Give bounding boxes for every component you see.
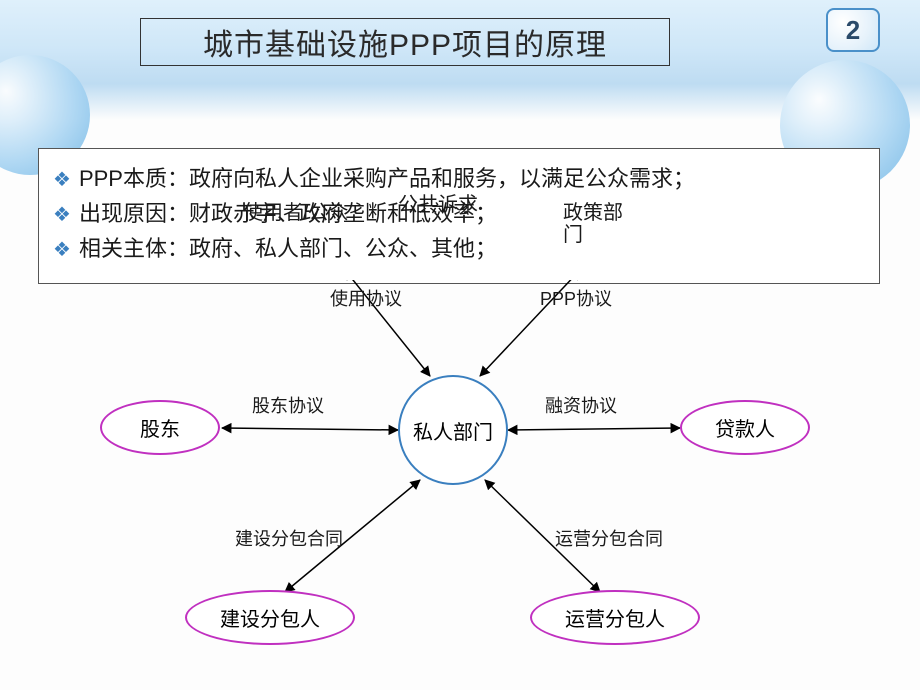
- node-label: 运营分包人: [565, 603, 665, 632]
- bullet-marker-icon: ❖: [53, 164, 71, 196]
- bullets-box: ❖ PPP本质：政府向私人企业采购产品和服务，以满足公众需求； ❖ 出现原因：财…: [38, 148, 880, 284]
- node-label: 建设分包人: [220, 603, 320, 632]
- node-label: 私人部门: [413, 416, 493, 445]
- title-box: 城市基础设施PPP项目的原理: [140, 18, 670, 66]
- edge-label: 股东协议: [252, 392, 324, 418]
- node-label: 股东: [140, 413, 180, 442]
- node-private-sector: 私人部门: [398, 375, 508, 485]
- node-shareholder: 股东: [100, 400, 220, 455]
- slide-title: 城市基础设施PPP项目的原理: [203, 20, 607, 64]
- bullet-marker-icon: ❖: [53, 199, 71, 231]
- edge-label: 建设分包合同: [235, 525, 343, 551]
- bullet-text: 出现原因：财政赤字、政府垄断和低效率；: [79, 196, 497, 231]
- node-lender: 贷款人: [680, 400, 810, 455]
- node-construction: 建设分包人: [185, 590, 355, 645]
- bullet-text: PPP本质：政府向私人企业采购产品和服务，以满足公众需求；: [79, 161, 695, 196]
- diagram-arrows: [0, 280, 920, 690]
- edge-label: PPP协议: [540, 285, 612, 311]
- bullet-row: ❖ 出现原因：财政赤字、政府垄断和低效率；: [53, 196, 865, 231]
- node-label: 贷款人: [715, 413, 775, 442]
- edge-label: 融资协议: [545, 392, 617, 418]
- bullet-marker-icon: ❖: [53, 234, 71, 266]
- edge-label: 运营分包合同: [555, 525, 663, 551]
- edge-label: 使用协议: [330, 285, 402, 311]
- page-number-badge: 2: [826, 8, 880, 52]
- ppp-diagram: 私人部门 股东 贷款人 建设分包人 运营分包人 使用协议 PPP协议 股东协议 …: [0, 280, 920, 690]
- bullet-text: 相关主体：政府、私人部门、公众、其他；: [79, 231, 497, 266]
- node-operation: 运营分包人: [530, 590, 700, 645]
- page-number: 2: [846, 15, 860, 46]
- bullet-row: ❖ PPP本质：政府向私人企业采购产品和服务，以满足公众需求；: [53, 161, 865, 196]
- bullet-row: ❖ 相关主体：政府、私人部门、公众、其他；: [53, 231, 865, 266]
